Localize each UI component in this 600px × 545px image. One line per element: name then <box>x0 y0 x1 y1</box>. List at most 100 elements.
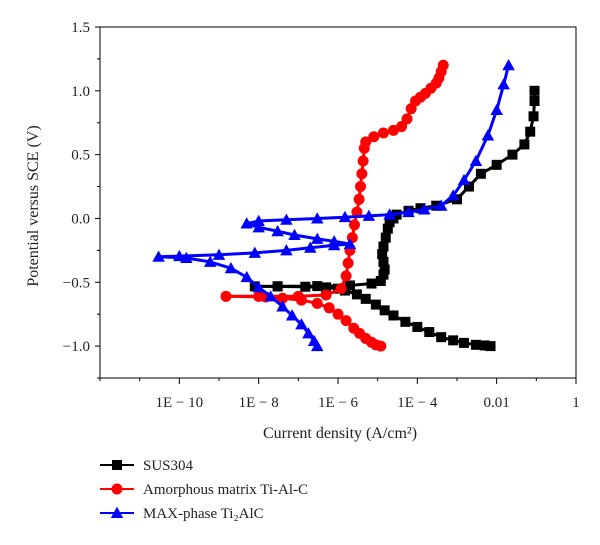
data-point <box>335 283 347 295</box>
data-point <box>212 248 226 260</box>
data-point <box>300 281 311 292</box>
data-point <box>479 340 490 351</box>
data-point <box>529 96 540 107</box>
data-point <box>351 206 363 218</box>
data-point <box>529 85 540 96</box>
data-point <box>224 261 238 274</box>
data-point <box>469 154 483 167</box>
data-point <box>490 103 503 115</box>
data-point <box>507 149 518 160</box>
data-point <box>497 78 510 90</box>
data-point <box>348 322 360 334</box>
data-point <box>280 244 293 256</box>
data-point <box>152 250 165 262</box>
y-tick-label: −1.0 <box>63 339 90 355</box>
data-point <box>491 159 502 170</box>
y-tick-label: 0.0 <box>71 211 90 227</box>
data-point <box>481 129 495 141</box>
data-point <box>292 290 304 302</box>
legend-item: Amorphous matrix Ti-Al-C <box>100 482 308 498</box>
data-point <box>340 270 352 282</box>
legend-label: Amorphous matrix Ti-Al-C <box>143 482 308 498</box>
data-point <box>446 189 460 201</box>
x-tick-label: 1E − 10 <box>156 395 204 411</box>
data-point <box>378 241 389 252</box>
data-point <box>307 334 321 346</box>
series-3 <box>152 59 515 352</box>
legend: SUS304 Amorphous matrix Ti-Al-C MAX-phase … <box>100 458 308 522</box>
data-point <box>340 315 352 327</box>
data-point <box>252 281 265 293</box>
data-point <box>362 209 376 221</box>
data-point <box>370 299 381 310</box>
series-2 <box>220 59 449 352</box>
data-point <box>344 280 355 291</box>
data-point <box>304 241 317 253</box>
data-point <box>528 111 539 122</box>
x-axis-ticks: 1E − 10 1E − 8 1E − 6 1E − 4 0.01 1 <box>99 378 580 411</box>
data-point <box>295 318 308 330</box>
data-point <box>240 217 253 229</box>
data-point <box>348 219 360 231</box>
data-point <box>280 213 293 225</box>
data-point <box>396 121 408 133</box>
data-point <box>356 168 368 180</box>
y-tick-label: 1.5 <box>71 20 90 36</box>
data-point <box>343 237 357 249</box>
data-point <box>220 290 232 302</box>
plot-area <box>99 26 577 379</box>
data-point <box>366 278 377 289</box>
data-point <box>277 292 289 304</box>
data-point <box>379 264 390 275</box>
data-point <box>375 275 386 286</box>
data-point <box>311 212 324 224</box>
x-axis-label: Current density (A/cm²) <box>263 425 417 442</box>
data-point <box>252 221 265 233</box>
data-point <box>485 341 496 352</box>
y-tick-label: 1.0 <box>71 84 90 100</box>
legend-label: MAX-phase Ti₂AlC <box>143 506 264 522</box>
data-point <box>276 300 289 312</box>
data-point <box>203 255 217 267</box>
data-point <box>378 256 389 267</box>
x-tick-label: 0.01 <box>484 395 510 411</box>
data-point <box>458 337 469 348</box>
data-point <box>321 282 332 293</box>
data-point <box>357 155 369 167</box>
data-point <box>342 257 354 269</box>
data-point <box>380 232 391 243</box>
data-point <box>248 246 262 258</box>
data-point <box>311 297 323 309</box>
data-point <box>402 205 415 218</box>
legend-marker <box>110 506 124 518</box>
data-point <box>378 269 389 280</box>
data-point <box>388 310 399 321</box>
data-point <box>353 193 365 205</box>
data-point <box>475 168 486 179</box>
data-point <box>173 249 186 262</box>
data-point <box>312 281 323 292</box>
data-point <box>437 59 449 71</box>
y-axis-label: Potential versus SCE (V) <box>25 125 42 286</box>
data-point <box>288 228 301 241</box>
data-point <box>253 290 265 302</box>
data-point <box>400 316 411 327</box>
data-point <box>525 126 536 137</box>
data-point <box>360 293 371 304</box>
data-point <box>368 131 380 143</box>
legend-label: SUS304 <box>143 458 194 474</box>
data-point <box>302 327 315 339</box>
legend-marker <box>112 460 122 470</box>
data-point <box>320 289 332 301</box>
data-point <box>377 249 388 260</box>
data-point <box>249 281 260 292</box>
x-tick-label: 1E − 6 <box>318 395 359 411</box>
data-point <box>434 199 448 211</box>
y-axis-ticks: −1.0 −0.5 0.0 0.5 1.0 1.5 <box>63 20 100 379</box>
legend-marker <box>111 483 123 495</box>
data-point <box>502 59 515 71</box>
data-point <box>360 136 372 148</box>
data-point <box>351 289 362 300</box>
x-tick-label: 1E − 8 <box>239 395 279 411</box>
